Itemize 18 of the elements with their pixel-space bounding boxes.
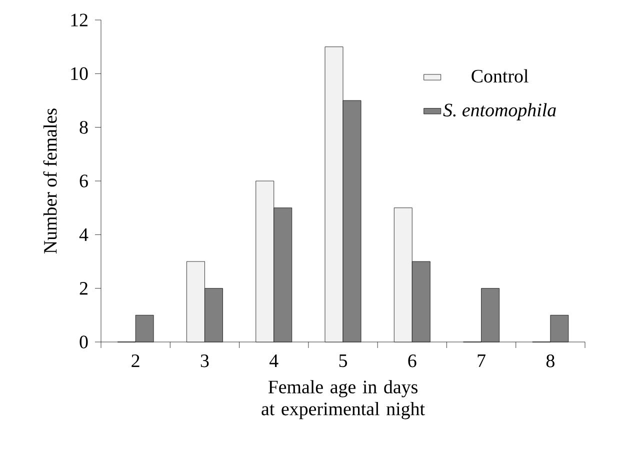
- legend-label: S. entomophila: [443, 103, 556, 120]
- x-tick-label: 8: [546, 354, 554, 368]
- x-tick-label: 7: [478, 354, 486, 367]
- y-tick-label: 6: [80, 174, 88, 188]
- y-tick-label: 2: [80, 282, 88, 295]
- y-axis-title: Number of females: [43, 108, 57, 254]
- x-tick-label: 3: [200, 354, 209, 368]
- x-tick-label: 2: [132, 354, 140, 368]
- y-tick-label: 4: [79, 228, 88, 241]
- y-tick-label: 8: [80, 120, 88, 134]
- x-tick-label: 4: [270, 354, 278, 367]
- legend-label: Control: [472, 69, 528, 83]
- y-tick-label: 0: [80, 336, 88, 348]
- x-tick-label: 6: [408, 354, 416, 368]
- x-axis-title: Female age in days at experimental night: [262, 380, 425, 420]
- x-tick-label: 5: [339, 354, 347, 368]
- y-tick-label: 12: [71, 14, 88, 26]
- y-tick-label: 10: [71, 67, 88, 80]
